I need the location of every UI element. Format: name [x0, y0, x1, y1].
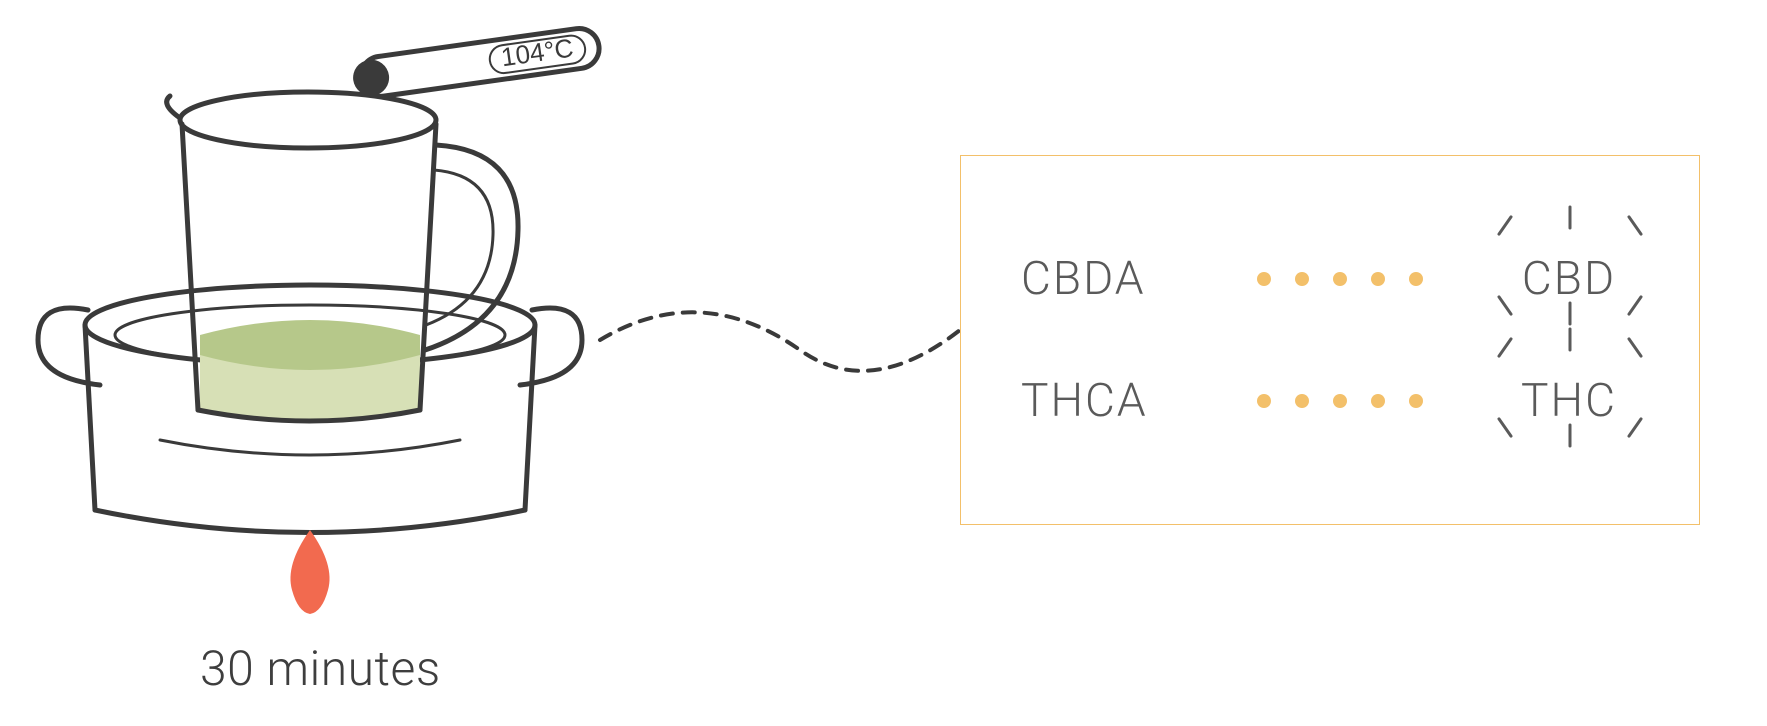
dot: [1295, 394, 1309, 408]
conversion-row: THCA THC: [1021, 361, 1639, 441]
dot: [1257, 394, 1271, 408]
compound-from: CBDA: [1021, 252, 1181, 306]
dot: [1371, 272, 1385, 286]
compound-to: CBD: [1522, 252, 1616, 306]
compound-to: THC: [1521, 374, 1617, 428]
dot: [1371, 394, 1385, 408]
thermometer: 104°C: [350, 26, 601, 100]
dots-separator: [1189, 272, 1491, 286]
conversion-row: CBDA CBD: [1021, 239, 1639, 319]
dot: [1333, 394, 1347, 408]
compound-to-wrap: THC: [1499, 374, 1639, 428]
dot: [1295, 272, 1309, 286]
compound-from: THCA: [1021, 374, 1181, 428]
dots-separator: [1189, 394, 1491, 408]
dot: [1257, 272, 1271, 286]
dot: [1409, 394, 1423, 408]
time-label: 30 minutes: [200, 640, 441, 697]
jug: [167, 92, 518, 421]
dot: [1409, 272, 1423, 286]
flame-icon: [290, 530, 329, 614]
connector-line: [600, 312, 960, 371]
conversion-box: CBDA CBD THCA THC: [960, 155, 1700, 525]
compound-to-wrap: CBD: [1499, 252, 1639, 306]
dot: [1333, 272, 1347, 286]
